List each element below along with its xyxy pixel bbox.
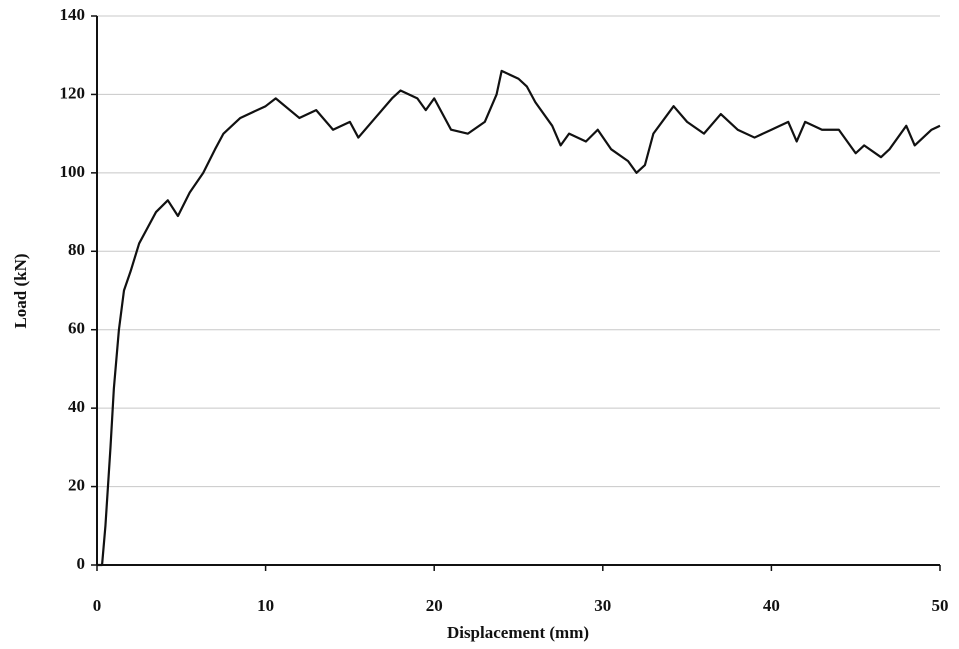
y-tick-label: 140 xyxy=(60,5,86,24)
x-tick-label: 0 xyxy=(93,596,102,615)
x-tick-label: 10 xyxy=(257,596,274,615)
x-tick-label: 50 xyxy=(932,596,949,615)
x-tick-label: 30 xyxy=(594,596,611,615)
y-tick-label: 0 xyxy=(77,554,86,573)
y-tick-label: 20 xyxy=(68,475,85,494)
y-tick-label: 100 xyxy=(60,162,86,181)
x-tick-label: 40 xyxy=(763,596,780,615)
y-tick-label: 60 xyxy=(68,319,85,338)
x-axis-label: Displacement (mm) xyxy=(447,623,589,642)
x-tick-label: 20 xyxy=(426,596,443,615)
y-tick-label: 40 xyxy=(68,397,85,416)
y-tick-label: 80 xyxy=(68,240,85,259)
y-axis-label: Load (kN) xyxy=(11,253,30,328)
y-tick-label: 120 xyxy=(60,83,86,102)
data-line xyxy=(97,69,941,567)
